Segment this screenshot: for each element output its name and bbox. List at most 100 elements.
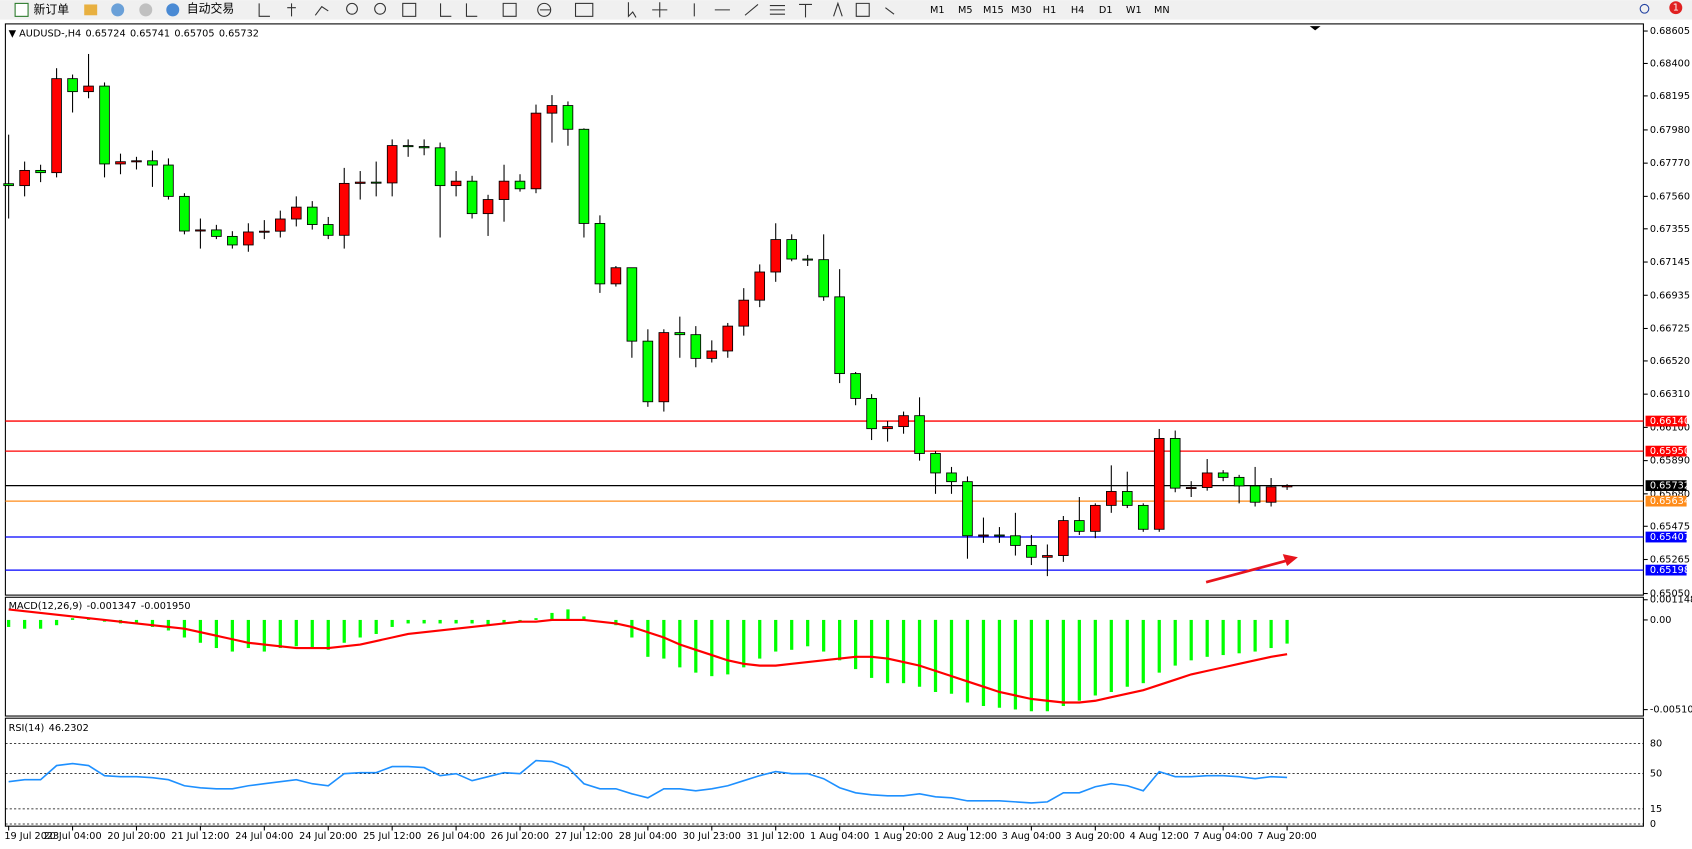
- candle-body: [498, 180, 510, 200]
- search-icon[interactable]: [1639, 3, 1650, 14]
- candle-body: [35, 169, 46, 174]
- level-tag: [1645, 480, 1687, 492]
- level-tag: [1645, 531, 1687, 543]
- plot: 0.68605 0.68400 0.68195 0.67980 0.67770 0.675…: [3, 26, 1692, 842]
- y-tick-label: 0.65890: [1650, 456, 1690, 467]
- candle-body: [19, 169, 30, 187]
- candle-body: [786, 239, 797, 260]
- new-order-button[interactable]: 新订单: [33, 2, 69, 16]
- timeframe-button[interactable]: M5: [958, 5, 973, 16]
- auto-trading-icon[interactable]: [166, 3, 180, 17]
- notification-badge[interactable]: [1669, 1, 1683, 15]
- icon[interactable]: [537, 2, 552, 17]
- icon[interactable]: [440, 2, 551, 17]
- timeframe-button[interactable]: D1: [1099, 5, 1113, 16]
- annotation-arrowhead: [1282, 554, 1298, 566]
- candle-body: [722, 325, 734, 352]
- candle-body: [898, 415, 909, 428]
- level-label: 0.65732: [1650, 481, 1690, 492]
- level-tag: [1645, 445, 1687, 457]
- y-tick-label: 0.67145: [1650, 257, 1690, 268]
- open: 0.65724: [86, 29, 126, 40]
- candle-body: [67, 78, 78, 93]
- symbol-header: ▼ AUDUSD-,H4 0.65724 0.65741 0.65705 0.65732: [9, 29, 259, 40]
- level-label: 0.65634: [1650, 496, 1690, 507]
- macd-name: MACD(12,26,9): [9, 601, 83, 612]
- auto-trading-button[interactable]: 自动交易: [187, 1, 234, 15]
- y-tick-label: 0.001148: [1650, 595, 1692, 606]
- candle-body: [930, 453, 941, 474]
- x-tick-label: 3 Aug 04:00: [1002, 831, 1061, 842]
- icon[interactable]: [574, 2, 594, 17]
- shift-marker: [1309, 26, 1321, 31]
- icon[interactable]: [402, 2, 417, 17]
- annotation-arrow: [1205, 559, 1288, 584]
- rsi-line: [8, 759, 1288, 804]
- timeframe-button[interactable]: M1: [930, 5, 945, 16]
- icon[interactable]: [374, 2, 387, 15]
- x-tick-label: 19 Jul 2023: [4, 831, 59, 842]
- icon[interactable]: [627, 1, 895, 18]
- candle-body: [1042, 555, 1053, 558]
- candle-body: [115, 161, 126, 165]
- candle-body: [338, 182, 350, 236]
- timeframe-button[interactable]: W1: [1126, 5, 1142, 16]
- candle-body: [770, 239, 781, 273]
- level-label: 0.66140: [1650, 416, 1690, 427]
- rsi-panel: [4, 717, 1644, 827]
- icon[interactable]: [346, 2, 358, 15]
- candle-body: [1121, 491, 1133, 506]
- icon[interactable]: [84, 4, 98, 16]
- candle-body: [482, 199, 494, 215]
- rsi-header: RSI(14) 46.2302: [9, 723, 89, 734]
- timeframe-button[interactable]: MN: [1154, 5, 1170, 16]
- candle-body: [450, 180, 462, 187]
- candle-body: [578, 128, 590, 224]
- new-order-icon[interactable]: [14, 2, 29, 17]
- candle-body: [322, 224, 334, 236]
- rsi-name: RSI(14): [9, 723, 45, 734]
- x-tick-label: 27 Jul 12:00: [555, 831, 613, 842]
- candle-body: [706, 350, 718, 359]
- y-tick-label: 0.66520: [1650, 356, 1690, 367]
- macd-signal-line: [8, 608, 1288, 704]
- candle-body: [211, 229, 222, 237]
- candle-body: [562, 105, 574, 130]
- icon[interactable]: [111, 3, 125, 17]
- candle-body: [290, 206, 302, 220]
- macd-header: MACD(12,26,9) -0.001347 -0.001950: [9, 601, 191, 612]
- icon[interactable]: [258, 3, 329, 17]
- toolbar: 新订单 自动交易 M1 M5 M15 M30 H1 H4 D1 W1 MN 1: [0, 0, 1692, 20]
- y-tick-label: 0.68400: [1650, 58, 1690, 69]
- timeframe-button[interactable]: H1: [1043, 5, 1056, 16]
- x-tick-label: 1 Aug 04:00: [810, 831, 869, 842]
- y-tick-label: 0.66935: [1650, 290, 1690, 301]
- timeframe-button[interactable]: H4: [1071, 5, 1084, 16]
- candle-body: [962, 481, 973, 537]
- candle-body: [754, 271, 766, 301]
- y-tick-label: 0.66310: [1650, 389, 1690, 400]
- candle-body: [1090, 504, 1101, 532]
- candle-body: [227, 235, 238, 246]
- candle-body: [658, 332, 670, 403]
- candle-body: [818, 259, 829, 298]
- toolbar-bg: [0, 0, 1692, 20]
- x-tick-label: 21 Jul 12:00: [171, 831, 229, 842]
- low: 0.65705: [174, 29, 214, 40]
- y-tick-label: 0.68605: [1650, 26, 1690, 37]
- candle-body: [402, 145, 414, 148]
- timeframe-button[interactable]: M15: [983, 5, 1004, 16]
- timeframe-button[interactable]: M30: [1011, 5, 1032, 16]
- y-tick-label: 0.67355: [1650, 224, 1690, 235]
- x-tick-label: 3 Aug 20:00: [1066, 831, 1125, 842]
- price-panel: [4, 23, 1644, 596]
- y-tick-label: 0.67560: [1650, 191, 1690, 202]
- x-tick-label: 25 Jul 12:00: [363, 831, 421, 842]
- x-tick-label: 30 Jul 23:00: [683, 831, 741, 842]
- candle-body: [1026, 544, 1037, 558]
- icon[interactable]: [139, 3, 153, 17]
- candle-body: [1185, 487, 1197, 490]
- high: 0.65741: [130, 29, 170, 40]
- candle-body: [466, 180, 478, 215]
